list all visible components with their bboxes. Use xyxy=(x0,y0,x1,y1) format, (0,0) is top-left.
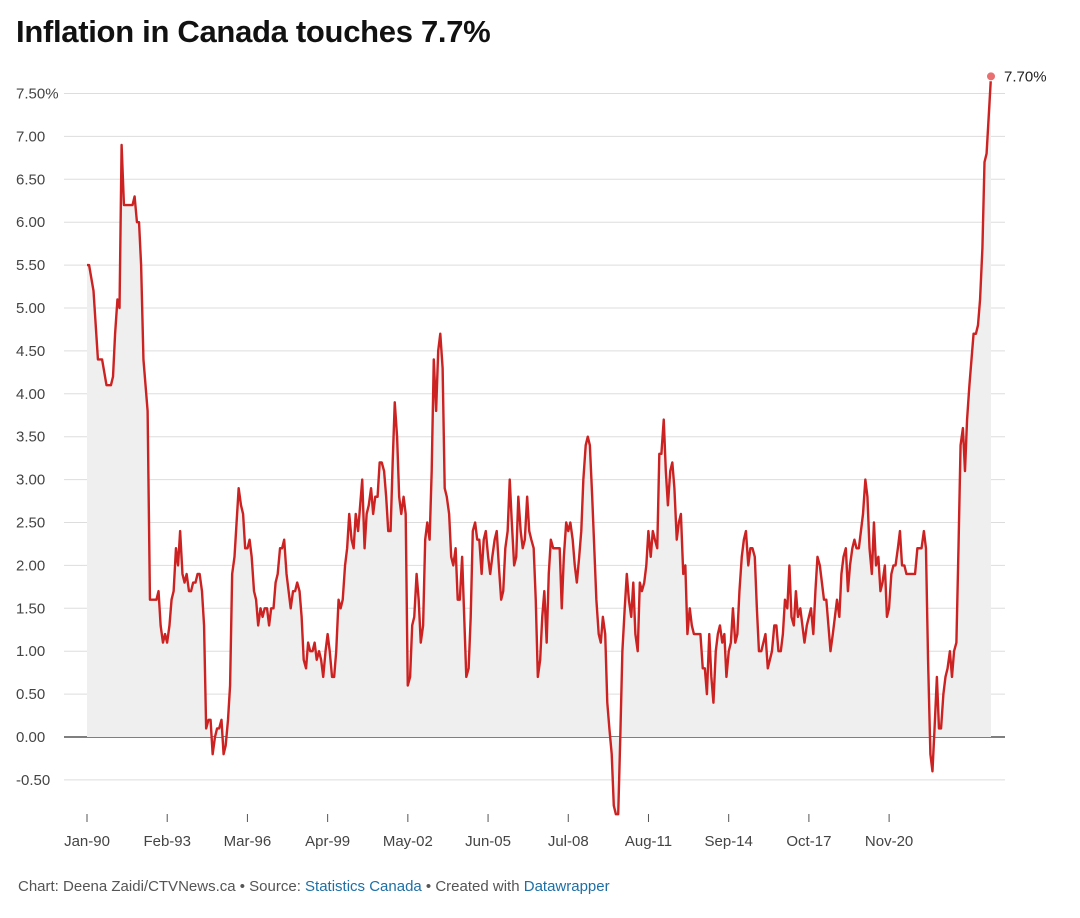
y-tick-label: 1.00 xyxy=(16,643,45,660)
x-tick-label: Jan-90 xyxy=(64,833,110,850)
y-tick-label: 0.00 xyxy=(16,729,45,746)
y-tick-label: -0.50 xyxy=(16,772,50,789)
series-line xyxy=(87,76,993,816)
footer-middle: • Created with xyxy=(421,878,524,895)
chart-footer: Chart: Deena Zaidi/CTVNews.ca • Source: … xyxy=(18,878,610,895)
y-tick-label: 2.50 xyxy=(16,515,45,532)
source-link[interactable]: Statistics Canada xyxy=(305,878,422,895)
x-tick-label: May-02 xyxy=(383,833,433,850)
chart-title: Inflation in Canada touches 7.7% xyxy=(16,14,491,49)
y-tick-label: 4.00 xyxy=(16,386,45,403)
x-axis-ticks: Jan-90 Feb-93 Mar-96 Apr-99 May-02 Jun-05 Jul-… xyxy=(64,814,913,850)
y-axis-ticks: 7.50% 7.00 6.50 6.00 5.50 5.00 4.50 4.00 3.50 3.0… xyxy=(16,86,59,789)
y-tick-label: 6.50 xyxy=(16,171,45,188)
y-tick-label: 3.50 xyxy=(16,429,45,446)
y-tick-label: 2.00 xyxy=(16,557,45,574)
area-shading xyxy=(87,76,991,815)
y-tick-label: 3.00 xyxy=(16,472,45,489)
y-tick-label: 5.00 xyxy=(16,300,45,317)
y-tick-label: 4.50 xyxy=(16,343,45,360)
y-tick-label: 6.00 xyxy=(16,214,45,231)
y-tick-label: 7.50% xyxy=(16,86,59,103)
inflation-line xyxy=(87,76,993,816)
y-tick-label: 5.50 xyxy=(16,257,45,274)
x-tick-label: Feb-93 xyxy=(143,833,191,850)
x-tick-label: Mar-96 xyxy=(224,833,272,850)
x-tick-label: Oct-17 xyxy=(786,833,831,850)
y-tick-label: 7.00 xyxy=(16,128,45,145)
end-value-label: 7.70% xyxy=(1004,68,1047,85)
y-tick-label: 0.50 xyxy=(16,686,45,703)
x-tick-label: Apr-99 xyxy=(305,833,350,850)
footer-credit: Chart: Deena Zaidi/CTVNews.ca • Source: xyxy=(18,878,306,895)
x-tick-label: Jul-08 xyxy=(548,833,589,850)
y-tick-label: 1.50 xyxy=(16,600,45,617)
area-fill xyxy=(87,76,991,815)
x-tick-label: Sep-14 xyxy=(705,833,753,850)
datawrapper-link[interactable]: Datawrapper xyxy=(523,878,610,895)
x-tick-label: Aug-11 xyxy=(625,833,672,850)
annotations: 7.70% xyxy=(986,68,1047,85)
x-tick-label: Nov-20 xyxy=(865,833,913,850)
end-point-dot xyxy=(986,71,996,82)
x-tick-label: Jun-05 xyxy=(465,833,511,850)
